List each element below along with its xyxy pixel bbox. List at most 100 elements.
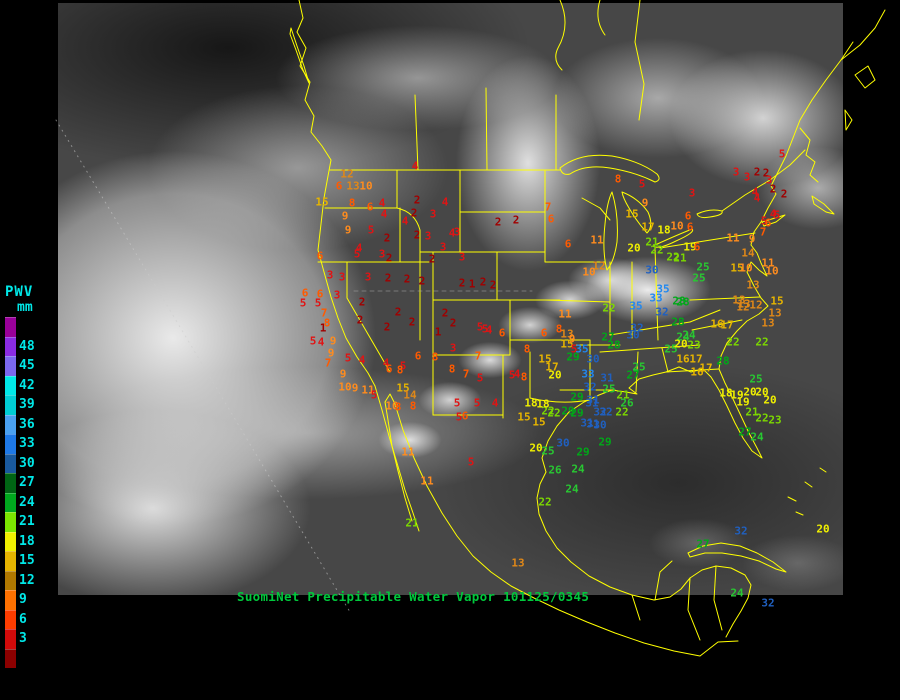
station-value: 12 <box>340 167 354 181</box>
legend-label: 39 <box>19 397 35 413</box>
station-value: 10 <box>359 179 373 193</box>
station-value: 8 <box>396 363 404 377</box>
station-value: 28 <box>671 315 685 329</box>
station-value: 6 <box>564 237 572 251</box>
station-value: 22 <box>726 335 740 349</box>
station-value: 21 <box>616 388 630 402</box>
station-value: 2 <box>383 231 391 245</box>
station-value: 21 <box>645 235 659 249</box>
station-value: 22 <box>755 335 769 349</box>
station-value: 3 <box>449 341 457 355</box>
station-value: 35 <box>656 282 670 296</box>
station-value: 20 <box>755 385 769 399</box>
legend-swatch <box>5 336 16 356</box>
station-value: 15 <box>560 337 574 351</box>
station-value: 2 <box>403 272 411 286</box>
station-value: 5 <box>370 388 378 402</box>
legend-row: 24 <box>5 492 57 512</box>
station-value: 27 <box>626 368 640 382</box>
station-value: 31 <box>600 371 614 385</box>
station-value: 4 <box>401 214 409 228</box>
station-value: 29 <box>570 406 584 420</box>
station-value: 21 <box>745 405 759 419</box>
station-value: 24 <box>750 430 764 444</box>
station-value: 10 <box>385 399 399 413</box>
station-value: 20 <box>627 241 641 255</box>
station-value: 10 <box>765 264 779 278</box>
station-value: 15 <box>625 207 639 221</box>
station-value: 2 <box>489 278 497 292</box>
station-value: 21 <box>405 516 419 530</box>
station-value: 25 <box>664 342 678 356</box>
legend-swatch <box>5 473 16 493</box>
station-value: 10 <box>338 380 352 394</box>
legend-title: PWV <box>5 284 34 300</box>
station-value: 3 <box>458 250 466 264</box>
station-value: 19 <box>730 388 744 402</box>
station-value: 32 <box>593 405 607 419</box>
station-value: 6 <box>461 409 469 423</box>
station-value: 5 <box>476 320 484 334</box>
legend-label: 36 <box>19 416 35 432</box>
station-value: 17 <box>641 220 655 234</box>
station-value: 11 <box>726 231 740 245</box>
legend-row: 3 <box>5 629 57 649</box>
station-value: 31 <box>580 416 594 430</box>
station-value: 9 <box>568 332 576 346</box>
legend-label: 33 <box>19 436 35 452</box>
station-value: 20 <box>548 368 562 382</box>
station-value: 22 <box>666 250 680 264</box>
station-value: 5 <box>638 177 646 191</box>
station-value: 25 <box>749 372 763 386</box>
station-value: 20 <box>674 337 688 351</box>
station-value: 11 <box>401 445 415 459</box>
station-value: 4 <box>355 241 363 255</box>
station-value: 22 <box>615 405 629 419</box>
station-value: 5 <box>467 455 475 469</box>
station-value: 4 <box>753 191 761 205</box>
legend-row: 15 <box>5 551 57 571</box>
station-value: 5 <box>508 368 516 382</box>
legend-label: 15 <box>19 553 35 569</box>
station-value: 5 <box>570 342 578 356</box>
station-value: 2 <box>780 187 788 201</box>
station-value: 8 <box>431 350 439 364</box>
station-value: 15 <box>396 381 410 395</box>
station-value: 28 <box>672 294 686 308</box>
station-value: 35 <box>575 342 589 356</box>
station-value: 2 <box>494 215 502 229</box>
station-value: 4 <box>485 323 493 337</box>
station-value: 3 <box>333 288 341 302</box>
station-value: 3 <box>338 270 346 284</box>
legend-swatch <box>5 629 16 649</box>
station-value: 17 <box>545 360 559 374</box>
station-value: 6 <box>301 286 309 300</box>
station-value: 19 <box>683 240 697 254</box>
station-value: 5 <box>481 322 489 336</box>
station-value: 7 <box>544 200 552 214</box>
station-value: 12 <box>736 300 750 314</box>
station-value: 6 <box>366 200 374 214</box>
station-value: 10 <box>582 265 596 279</box>
station-value: 3 <box>453 225 461 239</box>
station-value: 8 <box>614 172 622 186</box>
legend-swatch <box>5 570 16 590</box>
station-value: 5 <box>399 359 407 373</box>
station-value: 3 <box>364 270 372 284</box>
station-value: 24 <box>730 586 744 600</box>
legend-swatch <box>5 492 16 512</box>
station-value: 3 <box>326 268 334 282</box>
station-value: 8 <box>409 399 417 413</box>
legend-label: 12 <box>19 572 35 588</box>
station-value: 31 <box>585 396 599 410</box>
station-value: 11 <box>590 233 604 247</box>
station-value: 7 <box>462 367 470 381</box>
station-value: 4 <box>448 226 456 240</box>
station-value: 2 <box>512 213 520 227</box>
station-value: 10 <box>670 219 684 233</box>
station-value: 9 <box>351 381 359 395</box>
station-value: 28 <box>676 295 690 309</box>
station-value: 11 <box>558 307 572 321</box>
station-value: 13 <box>761 316 775 330</box>
station-value: 2 <box>441 306 449 320</box>
